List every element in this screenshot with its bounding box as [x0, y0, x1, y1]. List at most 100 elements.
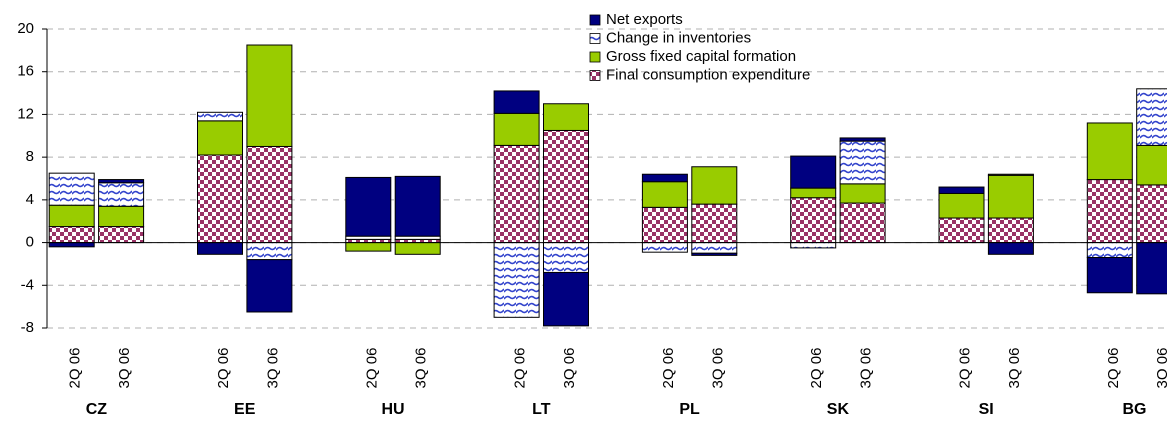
bar-segment	[691, 166, 738, 205]
bar-segment	[493, 90, 540, 114]
bar-segment	[1086, 242, 1133, 259]
y-tick-label: 12	[17, 105, 34, 122]
x-tick-label: 3Q 06	[264, 348, 281, 389]
bar-segment	[790, 197, 837, 244]
bar-segment	[543, 242, 589, 273]
legend-swatch	[589, 51, 601, 63]
bar-segment	[543, 129, 589, 244]
bar-segment	[345, 242, 392, 252]
y-tick-label: -8	[21, 319, 34, 336]
bar-segment	[493, 144, 540, 244]
bar-segment	[1136, 88, 1167, 146]
bar-segment	[197, 154, 243, 244]
y-tick-label: 4	[26, 191, 34, 208]
y-tick-label: -4	[21, 276, 34, 293]
y-tick-label: 0	[26, 234, 34, 251]
bar-segment	[691, 203, 738, 244]
bar-segment	[641, 206, 688, 244]
bar-segment	[938, 192, 985, 219]
bar-segment	[790, 187, 837, 199]
bar-segment	[197, 111, 243, 122]
bar-segment	[790, 155, 837, 189]
bar-segment	[48, 226, 95, 244]
bar-segment	[1136, 242, 1167, 295]
x-tick-label: 3Q 06	[709, 348, 726, 389]
legend-label: Net exports	[606, 11, 683, 28]
x-tick-label: 2Q 06	[215, 348, 232, 389]
bar-segment	[543, 271, 589, 327]
bar-segment	[839, 183, 886, 204]
bar-segment	[98, 182, 145, 207]
bar-segment	[197, 120, 243, 156]
bar-segment	[641, 173, 688, 183]
x-tick-label: 2Q 06	[512, 348, 529, 389]
y-tick-label: 16	[17, 63, 34, 80]
bar-segment	[987, 217, 1034, 244]
bar-segment	[543, 103, 589, 131]
bar-segment	[1136, 184, 1167, 244]
bar-segment	[345, 176, 392, 237]
bar-segment	[246, 242, 293, 261]
bar-segment	[641, 242, 688, 253]
y-tick-label: 20	[17, 20, 34, 37]
bar-segment	[394, 175, 441, 237]
group-label: HU	[381, 401, 404, 418]
x-tick-label: 3Q 06	[1154, 348, 1167, 389]
y-tick-label: 8	[26, 148, 34, 165]
x-tick-label: 3Q 06	[561, 348, 578, 389]
x-tick-label: 2Q 06	[67, 348, 84, 389]
bar-segment	[839, 202, 886, 244]
bar-segment	[197, 242, 243, 255]
group-label: SI	[979, 401, 994, 418]
legend-swatch	[589, 70, 601, 81]
bar-segment	[48, 172, 95, 206]
bar-segment	[493, 112, 540, 146]
bar-segment	[48, 242, 95, 248]
bar-segment	[987, 174, 1034, 219]
x-tick-label: 3Q 06	[413, 348, 430, 389]
bar-segment	[246, 145, 293, 244]
bar-segment	[98, 205, 145, 228]
legend-label: Final consumption expenditure	[606, 66, 810, 83]
bar-segment	[246, 44, 293, 147]
bar-segment	[98, 179, 145, 184]
bar-segment	[938, 217, 985, 244]
bar-segment	[839, 140, 886, 185]
bar-segment	[98, 226, 145, 244]
bar-segment	[48, 204, 95, 228]
x-tick-label: 3Q 06	[858, 348, 875, 389]
bar-segment	[839, 137, 886, 142]
x-tick-label: 3Q 06	[1006, 348, 1023, 389]
legend-label: Gross fixed capital formation	[606, 48, 796, 65]
x-tick-label: 2Q 06	[363, 348, 380, 389]
plot-area: -8 -4 0 4 8 12 16 20 2Q 06 3Q 06 2Q 06 3Q 06 2Q 06 3Q…	[17, 11, 1167, 418]
legend-swatch	[589, 33, 601, 44]
bar-segment	[1136, 144, 1167, 186]
group-label: PL	[679, 401, 700, 418]
bar-segment	[987, 242, 1034, 255]
legend-label: Change in inventories	[606, 29, 751, 46]
bar-segment	[691, 252, 738, 256]
bar-segment	[246, 259, 293, 313]
bar-segment	[1086, 179, 1133, 244]
group-label: SK	[827, 401, 850, 418]
x-tick-label: 2Q 06	[1105, 348, 1122, 389]
bar-segment	[938, 186, 985, 194]
bar-segment	[1086, 257, 1133, 294]
legend-swatch	[589, 14, 601, 26]
x-tick-label: 2Q 06	[808, 348, 825, 389]
x-tick-label: 2Q 06	[660, 348, 677, 389]
x-tick-label: 3Q 06	[116, 348, 133, 389]
bar-segment	[641, 181, 688, 208]
group-label: EE	[234, 401, 256, 418]
bar-segment	[493, 242, 540, 318]
group-label: CZ	[86, 401, 108, 418]
bar-segment	[987, 173, 1034, 176]
group-label: BG	[1123, 401, 1147, 418]
x-tick-label: 2Q 06	[956, 348, 973, 389]
bar-segment	[790, 242, 837, 249]
bar-segment	[394, 242, 441, 255]
bar-segment	[1086, 122, 1133, 181]
bar-segment	[691, 242, 738, 254]
